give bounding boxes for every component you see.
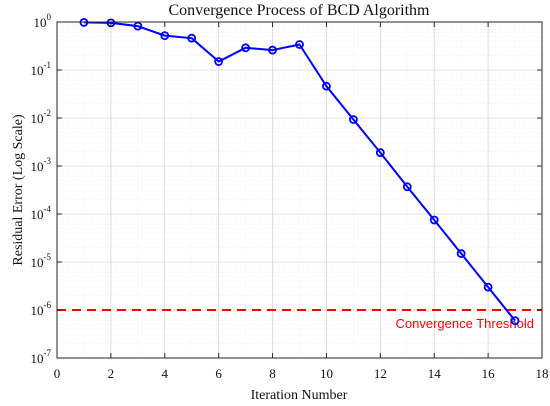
x-tick-label: 16 — [482, 366, 496, 381]
data-point — [348, 115, 358, 124]
data-point — [133, 21, 143, 31]
x-tick-label: 2 — [108, 366, 115, 381]
x-tick-label: 12 — [374, 366, 387, 381]
data-point — [214, 57, 224, 66]
data-point — [375, 148, 385, 158]
y-tick-label: 100 — [34, 12, 52, 30]
x-tick-label: 14 — [428, 366, 442, 381]
x-tick-label: 18 — [536, 366, 549, 381]
y-tick-label: 10-5 — [31, 252, 52, 270]
x-tick-label: 0 — [54, 366, 61, 381]
data-point — [268, 45, 277, 55]
y-tick-label: 10-1 — [31, 60, 52, 78]
y-tick-label: 10-7 — [31, 348, 52, 366]
y-tick-label: 10-6 — [31, 300, 52, 318]
data-point — [429, 215, 439, 225]
data-point — [510, 316, 520, 326]
x-tick-label: 6 — [215, 366, 222, 381]
threshold-label: Convergence Threshold — [395, 316, 534, 331]
data-point — [456, 249, 466, 258]
data-point — [160, 31, 170, 41]
y-axis-label: Residual Error (Log Scale) — [11, 114, 26, 266]
x-axis-label: Iteration Number — [251, 388, 348, 403]
x-tick-label: 10 — [320, 366, 333, 381]
data-point — [187, 33, 197, 43]
chart-title: Convergence Process of BCD Algorithm — [168, 2, 430, 19]
x-tick-label: 8 — [269, 366, 276, 381]
plot-frame — [56, 21, 543, 359]
data-point — [241, 43, 251, 53]
series-line — [83, 21, 516, 322]
data-point — [295, 40, 304, 49]
y-tick-label: 10-4 — [31, 204, 52, 222]
x-tick-labels: 0 2 4 6 8 10 12 14 16 18 — [54, 366, 549, 381]
axis-ticks — [56, 21, 543, 359]
y-tick-labels: 100 10-1 10-2 10-3 10-4 10-5 10-6 10-7 — [31, 12, 52, 366]
data-point — [322, 81, 331, 91]
y-tick-label: 10-2 — [31, 108, 52, 126]
data-point — [483, 282, 493, 292]
x-tick-label: 4 — [162, 366, 169, 381]
threshold-group: Convergence Threshold — [57, 309, 542, 331]
y-tick-label: 10-3 — [31, 156, 52, 174]
minor-gridlines — [57, 22, 542, 358]
data-point — [402, 182, 412, 192]
